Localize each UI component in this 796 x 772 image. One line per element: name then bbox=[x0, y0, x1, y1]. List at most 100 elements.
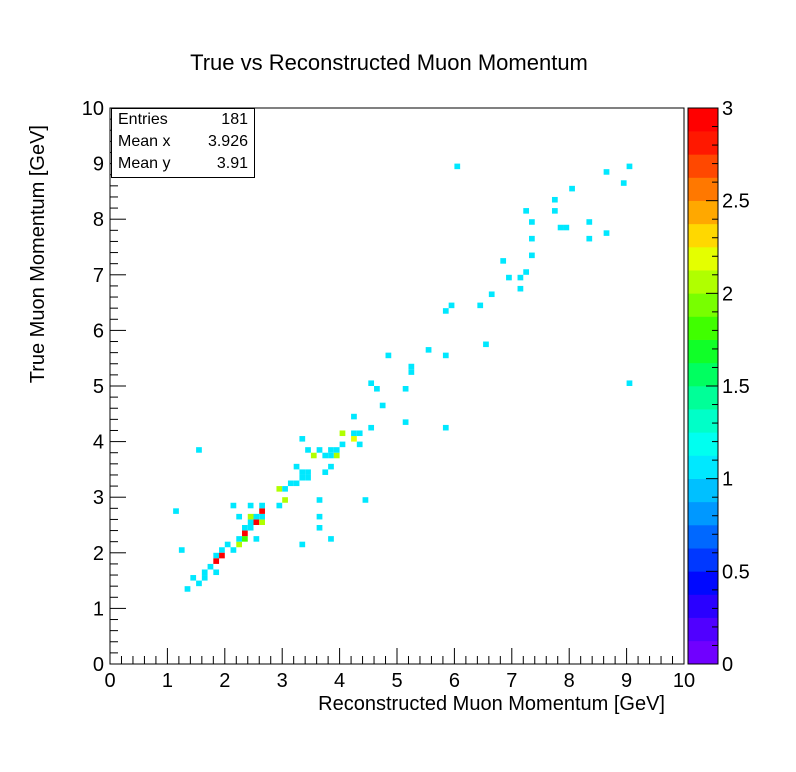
histogram-bin bbox=[305, 447, 311, 453]
histogram-bin bbox=[224, 541, 231, 548]
palette-tick-label: 3 bbox=[722, 98, 733, 120]
palette-swatch bbox=[688, 432, 718, 456]
histogram-bin bbox=[236, 536, 243, 542]
x-axis-tick-label: 0 bbox=[104, 670, 115, 692]
histogram-bin bbox=[328, 452, 334, 459]
histogram-bin bbox=[517, 274, 524, 281]
histogram-bin bbox=[322, 452, 329, 459]
histogram-bin bbox=[196, 580, 202, 587]
palette-swatch bbox=[688, 525, 718, 549]
histogram-bin bbox=[626, 380, 633, 386]
histogram-bin bbox=[293, 480, 300, 487]
palette-swatch bbox=[688, 478, 718, 503]
histogram-bin bbox=[316, 497, 323, 503]
histogram-bin bbox=[603, 230, 610, 236]
y-axis-tick-label: 7 bbox=[93, 265, 104, 287]
histogram-bin bbox=[253, 513, 260, 520]
histogram-bin bbox=[339, 441, 346, 448]
histogram-bin bbox=[178, 547, 185, 553]
histogram-bin bbox=[207, 563, 214, 570]
stats-meanx-value: 3.926 bbox=[207, 133, 248, 150]
histogram-bin bbox=[247, 513, 254, 520]
stats-entries-label: Entries bbox=[118, 111, 168, 128]
palette-tick-label: 2.5 bbox=[722, 191, 750, 213]
histogram-bin bbox=[247, 502, 254, 509]
palette-swatch bbox=[688, 177, 718, 201]
histogram-bin bbox=[448, 302, 455, 309]
palette-tick-label: 1.5 bbox=[722, 376, 750, 398]
histogram-bin bbox=[483, 341, 489, 348]
stats-meany-value: 3.91 bbox=[216, 155, 248, 172]
histogram-bin bbox=[551, 208, 558, 214]
x-axis-tick-label: 8 bbox=[564, 670, 575, 692]
y-axis-tick-label: 1 bbox=[93, 598, 104, 620]
palette-swatch bbox=[688, 293, 718, 317]
histogram-bin bbox=[362, 497, 369, 503]
y-axis-tick-label: 4 bbox=[93, 432, 104, 454]
histogram-bin bbox=[259, 513, 265, 520]
x-axis-tick-label: 2 bbox=[219, 670, 230, 692]
y-axis-tick-label: 8 bbox=[93, 209, 104, 231]
histogram-bin bbox=[247, 519, 254, 525]
histogram-bin bbox=[442, 424, 449, 431]
histogram-bin bbox=[213, 552, 220, 559]
histogram-bin bbox=[230, 502, 237, 509]
histogram-bin bbox=[586, 219, 593, 225]
stats-meanx-label: Mean x bbox=[118, 133, 171, 150]
x-axis-tick-label: 7 bbox=[506, 670, 517, 692]
stats-entries-row: Entries 181 bbox=[118, 109, 248, 131]
histogram-bin bbox=[551, 196, 558, 203]
histogram-bin bbox=[173, 508, 179, 514]
palette-swatch bbox=[688, 223, 718, 248]
palette-tick-label: 2 bbox=[722, 283, 733, 305]
histogram-bin bbox=[356, 441, 363, 448]
x-axis-tick-label: 5 bbox=[391, 670, 402, 692]
histogram-bin bbox=[500, 258, 507, 264]
x-axis-tick-label: 4 bbox=[334, 670, 345, 692]
histogram-bin bbox=[620, 180, 627, 186]
x-axis-tick-label: 10 bbox=[673, 670, 695, 692]
histogram-bin bbox=[569, 185, 575, 192]
stats-entries-value: 181 bbox=[221, 111, 248, 128]
histogram-bin bbox=[523, 208, 530, 214]
histogram-bin bbox=[563, 224, 570, 231]
x-axis-tick-label: 1 bbox=[162, 670, 173, 692]
histogram-bin bbox=[287, 480, 294, 487]
palette-swatch bbox=[688, 617, 718, 642]
y-axis-tick-label: 6 bbox=[93, 320, 104, 342]
palette-swatch bbox=[688, 455, 718, 479]
histogram-bin bbox=[299, 436, 306, 442]
histogram-bin bbox=[477, 302, 484, 309]
histogram-bin bbox=[310, 452, 317, 459]
histogram-bin bbox=[259, 519, 265, 525]
histogram-bin bbox=[402, 419, 409, 425]
palette-swatch bbox=[688, 362, 718, 387]
histogram-bin bbox=[184, 586, 191, 592]
histogram-bin bbox=[408, 369, 415, 375]
histogram-bin bbox=[299, 469, 306, 475]
palette-swatch bbox=[688, 247, 718, 271]
histogram-bin bbox=[557, 224, 564, 231]
palette-swatch bbox=[688, 270, 718, 294]
y-axis-tick-label: 5 bbox=[93, 376, 104, 398]
histogram-bin bbox=[242, 525, 248, 531]
palette-swatch bbox=[688, 640, 718, 665]
palette-swatch bbox=[688, 501, 718, 526]
histogram-bin bbox=[603, 169, 610, 175]
histogram-bin bbox=[385, 352, 392, 359]
y-axis-tick-label: 2 bbox=[93, 543, 104, 565]
histogram-bin bbox=[328, 536, 334, 542]
histogram-bin bbox=[242, 530, 248, 537]
y-axis-tick-label: 10 bbox=[82, 98, 104, 120]
histogram-bin bbox=[305, 474, 311, 481]
y-axis-tick-label: 0 bbox=[93, 654, 104, 676]
histogram-bin bbox=[242, 536, 248, 542]
palette-swatch bbox=[688, 409, 718, 433]
palette-tick-label: 1 bbox=[722, 469, 733, 491]
palette-swatch bbox=[688, 594, 718, 618]
histogram-bin bbox=[333, 447, 340, 453]
histogram-bin bbox=[328, 447, 334, 453]
stats-box: Entries 181 Mean x 3.926 Mean y 3.91 bbox=[111, 108, 255, 178]
histogram-bin bbox=[316, 447, 323, 453]
histogram-bin bbox=[322, 469, 329, 475]
